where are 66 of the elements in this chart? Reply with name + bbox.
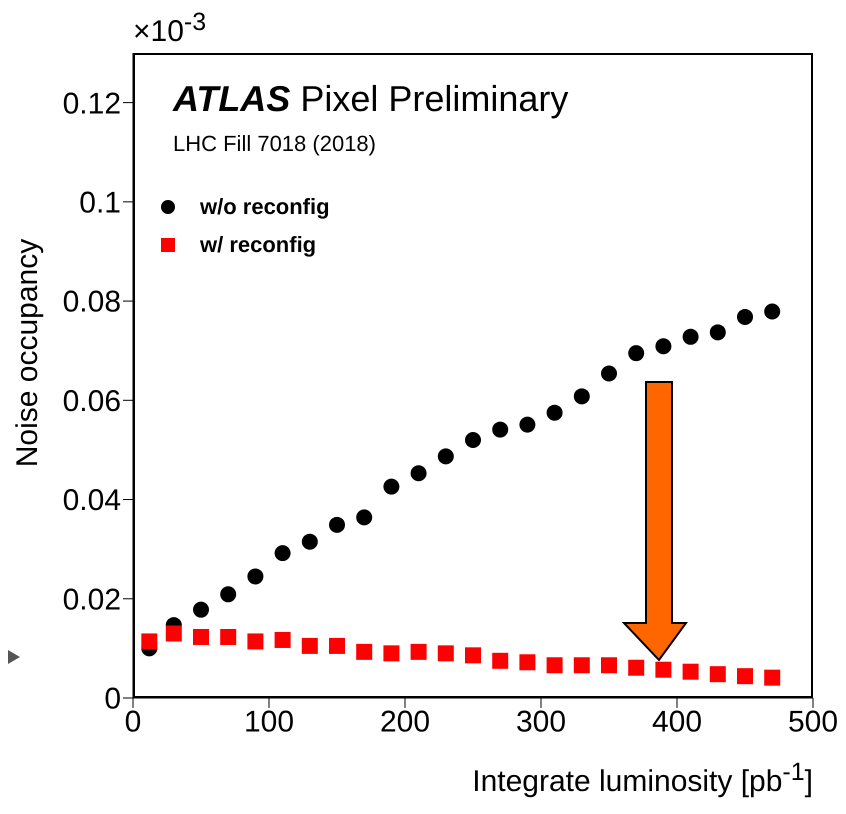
x-tick-label: 400 bbox=[652, 705, 702, 738]
point bbox=[329, 638, 345, 654]
point bbox=[356, 509, 372, 526]
point bbox=[601, 657, 617, 674]
x-tick-label: 200 bbox=[380, 705, 430, 738]
point bbox=[764, 303, 780, 320]
y-tick-label: 0.06 bbox=[62, 384, 121, 418]
text: LHC Fill 7018 (2018) bbox=[173, 131, 376, 157]
point bbox=[574, 657, 590, 674]
y-tick-label: 0.08 bbox=[62, 286, 121, 319]
point bbox=[220, 628, 236, 645]
point bbox=[383, 645, 400, 662]
x-tick-label: 300 bbox=[516, 705, 566, 738]
text: ×10$^{-3}$ bbox=[133, 8, 206, 49]
x-axis-title: Integrate luminosity [pb$^{-1}$] bbox=[472, 758, 813, 799]
point bbox=[193, 628, 209, 645]
point bbox=[356, 644, 372, 660]
y-tick-label: 0.02 bbox=[62, 583, 121, 616]
point bbox=[574, 388, 590, 404]
point bbox=[220, 586, 236, 602]
x-tick-label: 100 bbox=[244, 705, 294, 738]
y-tick-label: 0.04 bbox=[62, 484, 121, 518]
point bbox=[492, 422, 508, 438]
y-axis-title: Noise occupancy bbox=[11, 238, 45, 468]
x-tick-label: 500 bbox=[788, 705, 838, 738]
point bbox=[737, 668, 753, 684]
point bbox=[274, 545, 291, 562]
x-tick-label: 0 bbox=[124, 705, 142, 738]
point bbox=[274, 632, 291, 648]
point bbox=[519, 416, 536, 433]
point bbox=[546, 404, 563, 421]
point bbox=[710, 666, 726, 682]
point bbox=[410, 644, 427, 660]
point bbox=[247, 633, 264, 650]
point bbox=[465, 432, 481, 448]
point bbox=[141, 633, 158, 650]
point bbox=[329, 516, 345, 533]
point bbox=[438, 645, 454, 662]
legend-label: w/ reconfig bbox=[200, 232, 316, 258]
point bbox=[465, 647, 481, 664]
point bbox=[628, 345, 644, 362]
point bbox=[710, 324, 726, 340]
point bbox=[383, 478, 400, 495]
point bbox=[438, 448, 454, 464]
y-tick-label: 0.12 bbox=[62, 87, 121, 120]
point bbox=[628, 660, 644, 676]
text: ATLAS Pixel Preliminary bbox=[173, 78, 568, 120]
point bbox=[655, 662, 672, 678]
legend-label: w/o reconfig bbox=[200, 194, 330, 220]
point bbox=[682, 664, 699, 680]
point bbox=[519, 654, 536, 670]
point bbox=[247, 568, 264, 584]
point bbox=[492, 652, 508, 669]
y-tick-label: 0.1 bbox=[79, 186, 121, 220]
point bbox=[410, 465, 427, 482]
point bbox=[546, 657, 563, 674]
point bbox=[737, 308, 753, 325]
point bbox=[302, 534, 318, 550]
point bbox=[302, 638, 318, 654]
point bbox=[166, 626, 182, 642]
y-tick-label: 0 bbox=[104, 682, 121, 716]
point bbox=[764, 670, 780, 686]
point bbox=[601, 366, 617, 382]
point bbox=[193, 602, 209, 618]
point bbox=[655, 338, 672, 354]
point bbox=[682, 328, 699, 345]
